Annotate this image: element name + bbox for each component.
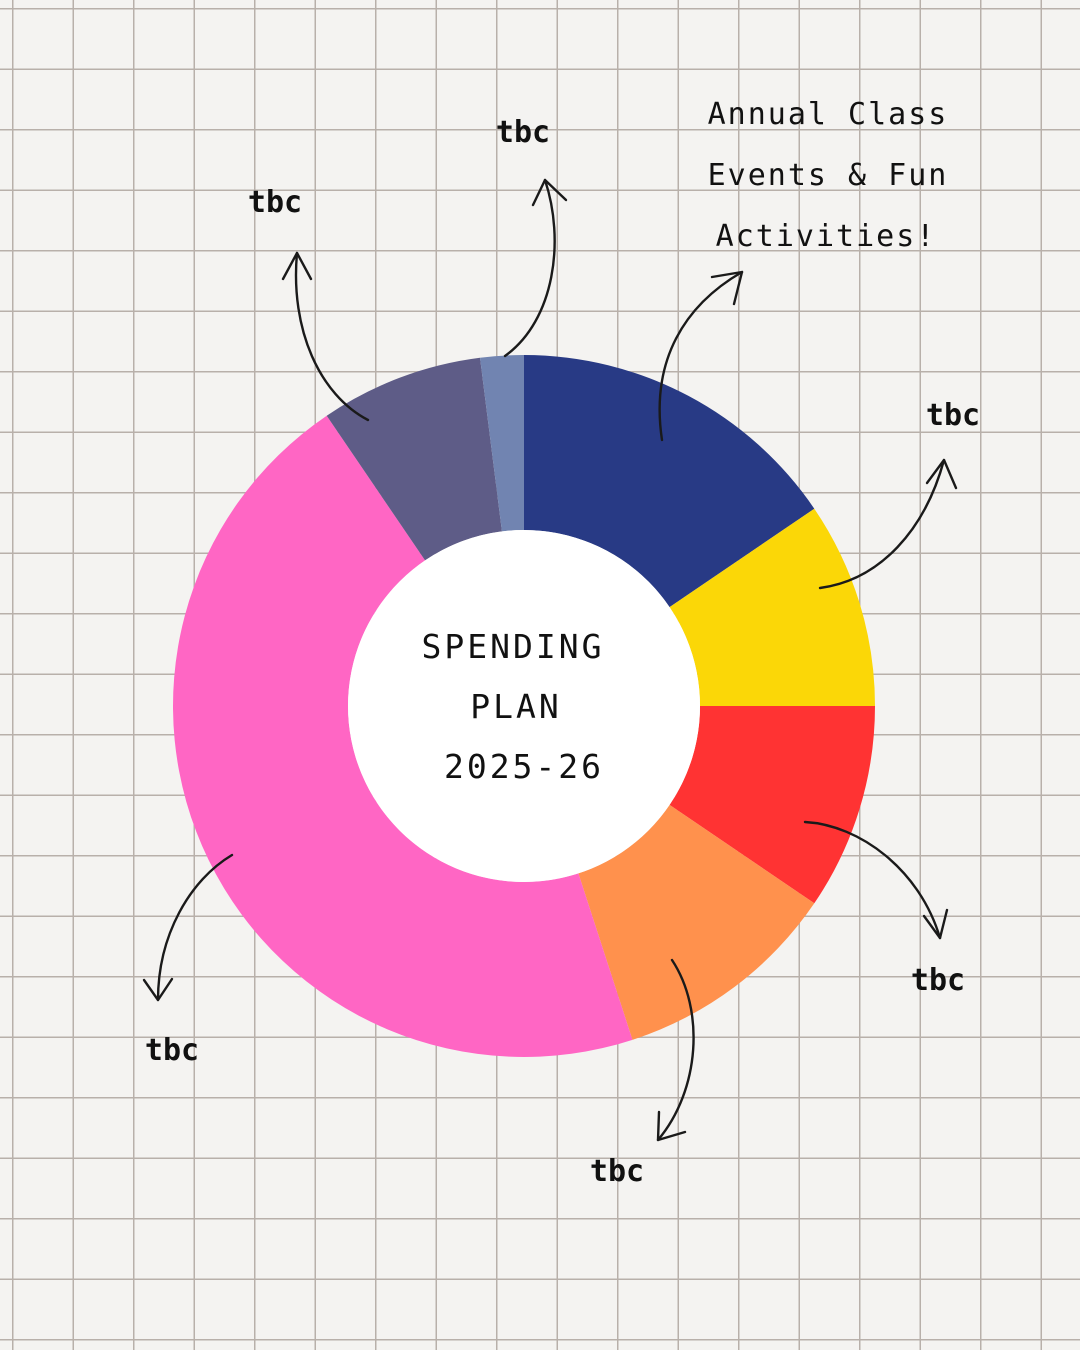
slice-label-orange: tbc: [590, 1154, 644, 1189]
slice-label-pink: tbc: [145, 1033, 199, 1068]
center-title-line-3: 2025-26: [444, 747, 604, 786]
donut-slice-6: [480, 355, 524, 532]
donut-slice-5: [326, 357, 502, 561]
slice-label-yellow: tbc: [926, 398, 980, 433]
center-title-line-1: SPENDING: [422, 627, 605, 666]
annotation-title-line-1: Annual Class: [708, 97, 949, 132]
donut-slice-1: [669, 508, 875, 706]
slice-label-red: tbc: [911, 963, 965, 998]
annotation-title-line-2: Events & Fun: [708, 158, 949, 193]
donut-hole: [348, 530, 700, 882]
arrow-navy: [658, 270, 744, 442]
arrow-pink: [142, 853, 234, 1002]
center-title-line-2: PLAN: [470, 687, 561, 726]
donut-slice-2: [669, 706, 875, 904]
donut-slice-0: [524, 355, 815, 608]
slices-group: [173, 355, 875, 1058]
arrow-purple: [281, 251, 370, 422]
slice-label-steelblue: tbc: [496, 115, 550, 150]
slice-label-purple: tbc: [248, 185, 302, 220]
arrow-red: [803, 820, 949, 940]
annotation-title-line-3: Activities!: [716, 219, 937, 254]
donut-slice-4: [173, 415, 633, 1058]
arrow-yellow: [818, 458, 958, 590]
arrow-orange: [656, 958, 695, 1142]
donut-slice-3: [578, 804, 815, 1040]
arrow-steelblue: [503, 178, 568, 358]
